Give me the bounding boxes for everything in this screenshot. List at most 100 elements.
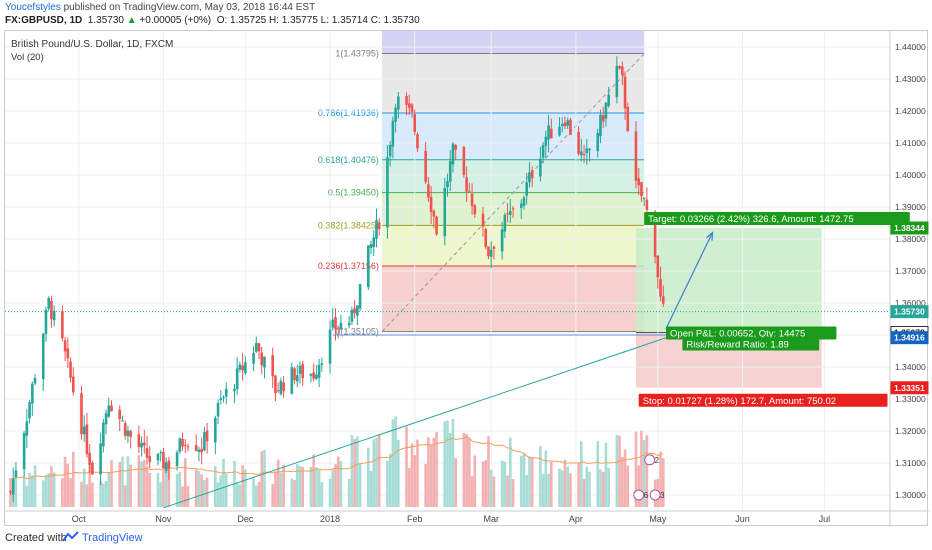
candle-body (454, 144, 457, 150)
candle (110, 400, 113, 412)
candle (366, 245, 370, 291)
volume-bar (183, 458, 187, 507)
candle (271, 347, 274, 389)
chart-frame[interactable]: 1(1.43795) 0.786(1.41936) 0.618(1.40476) 0.… (4, 30, 929, 527)
volume-bar (200, 474, 203, 507)
volume-bar (484, 460, 488, 507)
candle (566, 117, 569, 129)
candle-body (298, 365, 302, 374)
candle-body (22, 432, 26, 470)
volume-bar (328, 478, 332, 507)
candle-body (186, 446, 190, 448)
candle (369, 240, 373, 254)
volume-bar (500, 460, 504, 507)
candle (164, 457, 168, 474)
candle (599, 109, 602, 144)
candle-body (601, 115, 605, 122)
price-badge: 1.38344 (894, 223, 925, 233)
volume-bar (91, 482, 94, 507)
volume-bar (503, 461, 507, 507)
volume-bar (640, 430, 643, 507)
volume-bar (216, 482, 220, 507)
volume-bar (405, 426, 408, 507)
candle-body (271, 355, 274, 377)
volume-bar (140, 461, 143, 507)
candle (451, 142, 455, 173)
candle-body (388, 144, 392, 157)
volume-bar (353, 438, 356, 507)
volume-bar (407, 467, 411, 507)
candle (519, 199, 523, 219)
volume-bar (525, 474, 529, 507)
candle (462, 145, 466, 178)
volume-bar (465, 433, 468, 507)
candle-body (164, 462, 168, 471)
candle (580, 138, 583, 162)
volume-bar (560, 470, 564, 507)
candle-body (563, 122, 567, 127)
volume-bar (336, 456, 340, 507)
volume-bar (63, 456, 67, 507)
chart-header: Youcefstyles published on TradingView.co… (0, 0, 932, 32)
volume-bar (473, 455, 477, 507)
chart-title: British Pound/U.S. Dollar, 1D, FXCM (11, 39, 173, 50)
candle-body (200, 448, 203, 453)
candle (511, 205, 515, 219)
candle-body (167, 460, 171, 469)
target-label-bg (644, 211, 910, 225)
volume-bar (511, 479, 515, 507)
candle (183, 439, 187, 453)
volume-bar (99, 480, 102, 507)
candle (558, 117, 561, 137)
candle (102, 419, 105, 453)
candle-body (252, 352, 255, 364)
candle-series (9, 56, 665, 503)
candle (203, 426, 206, 452)
volume-bar (522, 452, 526, 507)
author-link[interactable]: Youcefstyles (5, 2, 61, 13)
volume-bar (350, 434, 354, 507)
candle (642, 197, 646, 207)
trend-line (163, 334, 675, 509)
volume-bar (222, 458, 225, 507)
candle (274, 374, 277, 402)
candle-body (642, 197, 646, 199)
candle-body (503, 214, 507, 232)
candle-body (126, 430, 130, 437)
x-tick-label: Oct (72, 514, 87, 524)
volume-bar (71, 451, 75, 507)
price-chart[interactable]: 1(1.43795) 0.786(1.41936) 0.618(1.40476) 0.… (5, 31, 929, 527)
candle (181, 432, 184, 451)
candle (293, 366, 296, 385)
candle-body (140, 442, 143, 448)
volume-bar (293, 480, 296, 507)
volume-bar (634, 431, 638, 507)
candle (336, 325, 340, 339)
candle (33, 373, 37, 386)
event-marker-count: 6 (644, 491, 649, 500)
candle (282, 376, 285, 398)
volume-bar (194, 469, 198, 507)
candle-body (41, 333, 45, 380)
candle (214, 415, 217, 455)
volume-bar (372, 439, 376, 507)
candle (626, 102, 630, 132)
volume-bar (219, 475, 223, 507)
candle-body (121, 420, 124, 422)
candle (468, 182, 471, 193)
candle-body (50, 300, 53, 320)
candle (197, 446, 201, 462)
candle-body (451, 143, 455, 165)
candle (372, 230, 376, 257)
volume-bar (69, 478, 72, 507)
candle-body (659, 279, 662, 297)
candle-body (519, 203, 523, 208)
candle-body (129, 431, 132, 437)
candle (22, 430, 26, 477)
candle-body (634, 131, 638, 181)
candle-body (25, 421, 29, 436)
volume-bar (28, 472, 31, 507)
candle-body (424, 150, 427, 182)
tradingview-brand-link[interactable]: TradingView (82, 532, 143, 544)
projection-arrow-line (665, 232, 713, 329)
